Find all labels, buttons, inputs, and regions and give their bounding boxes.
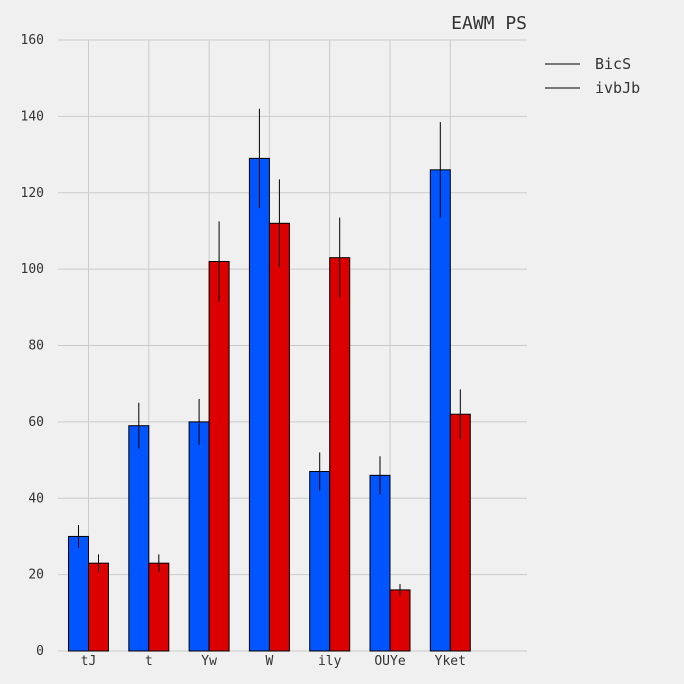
y-tick-label: 140 <box>21 109 44 124</box>
y-tick-label: 80 <box>28 339 44 354</box>
y-tick-label: 20 <box>28 568 44 583</box>
bar-BicS-tJ <box>68 535 89 652</box>
y-tick-label: 100 <box>21 262 44 277</box>
bar-BicS-t <box>128 425 150 652</box>
bar-ivbJb-t <box>148 562 170 652</box>
bar-BicS-OUYe <box>369 474 391 652</box>
bars <box>68 157 471 652</box>
y-tick-label: 0 <box>36 644 44 659</box>
chart-title: EAWM PS <box>451 13 527 34</box>
x-tick-label: W <box>265 654 273 669</box>
bar-ivbJb-OUYe <box>389 589 411 652</box>
bar-ivbJb-ily <box>329 257 351 652</box>
x-tick-label: ily <box>318 654 342 669</box>
error-bars <box>78 108 461 596</box>
x-tick-label: Yw <box>201 654 217 669</box>
bar-ivbJb-Yw <box>208 260 230 652</box>
bar-BicS-Yw <box>188 421 210 652</box>
y-tick-label: 40 <box>28 491 44 506</box>
x-tick-label: tJ <box>81 654 97 669</box>
y-tick-label: 160 <box>21 33 44 48</box>
x-tick-label: t <box>145 654 153 669</box>
legend-label-ivbJb: ivbJb <box>595 79 640 97</box>
legend: BicS ivbJb <box>545 55 640 97</box>
y-tick-label: 120 <box>21 186 44 201</box>
bar-BicS-ily <box>309 471 331 652</box>
bar-ivbJb-tJ <box>88 562 109 652</box>
bar-ivbJb-Yket <box>449 413 471 652</box>
bar-ivbJb-W <box>268 222 290 652</box>
bar-BicS-W <box>248 157 270 652</box>
bar-BicS-Yket <box>429 169 451 652</box>
x-tick-label: Yket <box>435 654 466 669</box>
y-tick-label: 60 <box>28 415 44 430</box>
x-tick-label: OUYe <box>374 654 405 669</box>
legend-label-BicS: BicS <box>595 55 631 73</box>
y-axis-ticks: 0 20 40 60 80 100 120 140 160 <box>21 33 44 659</box>
